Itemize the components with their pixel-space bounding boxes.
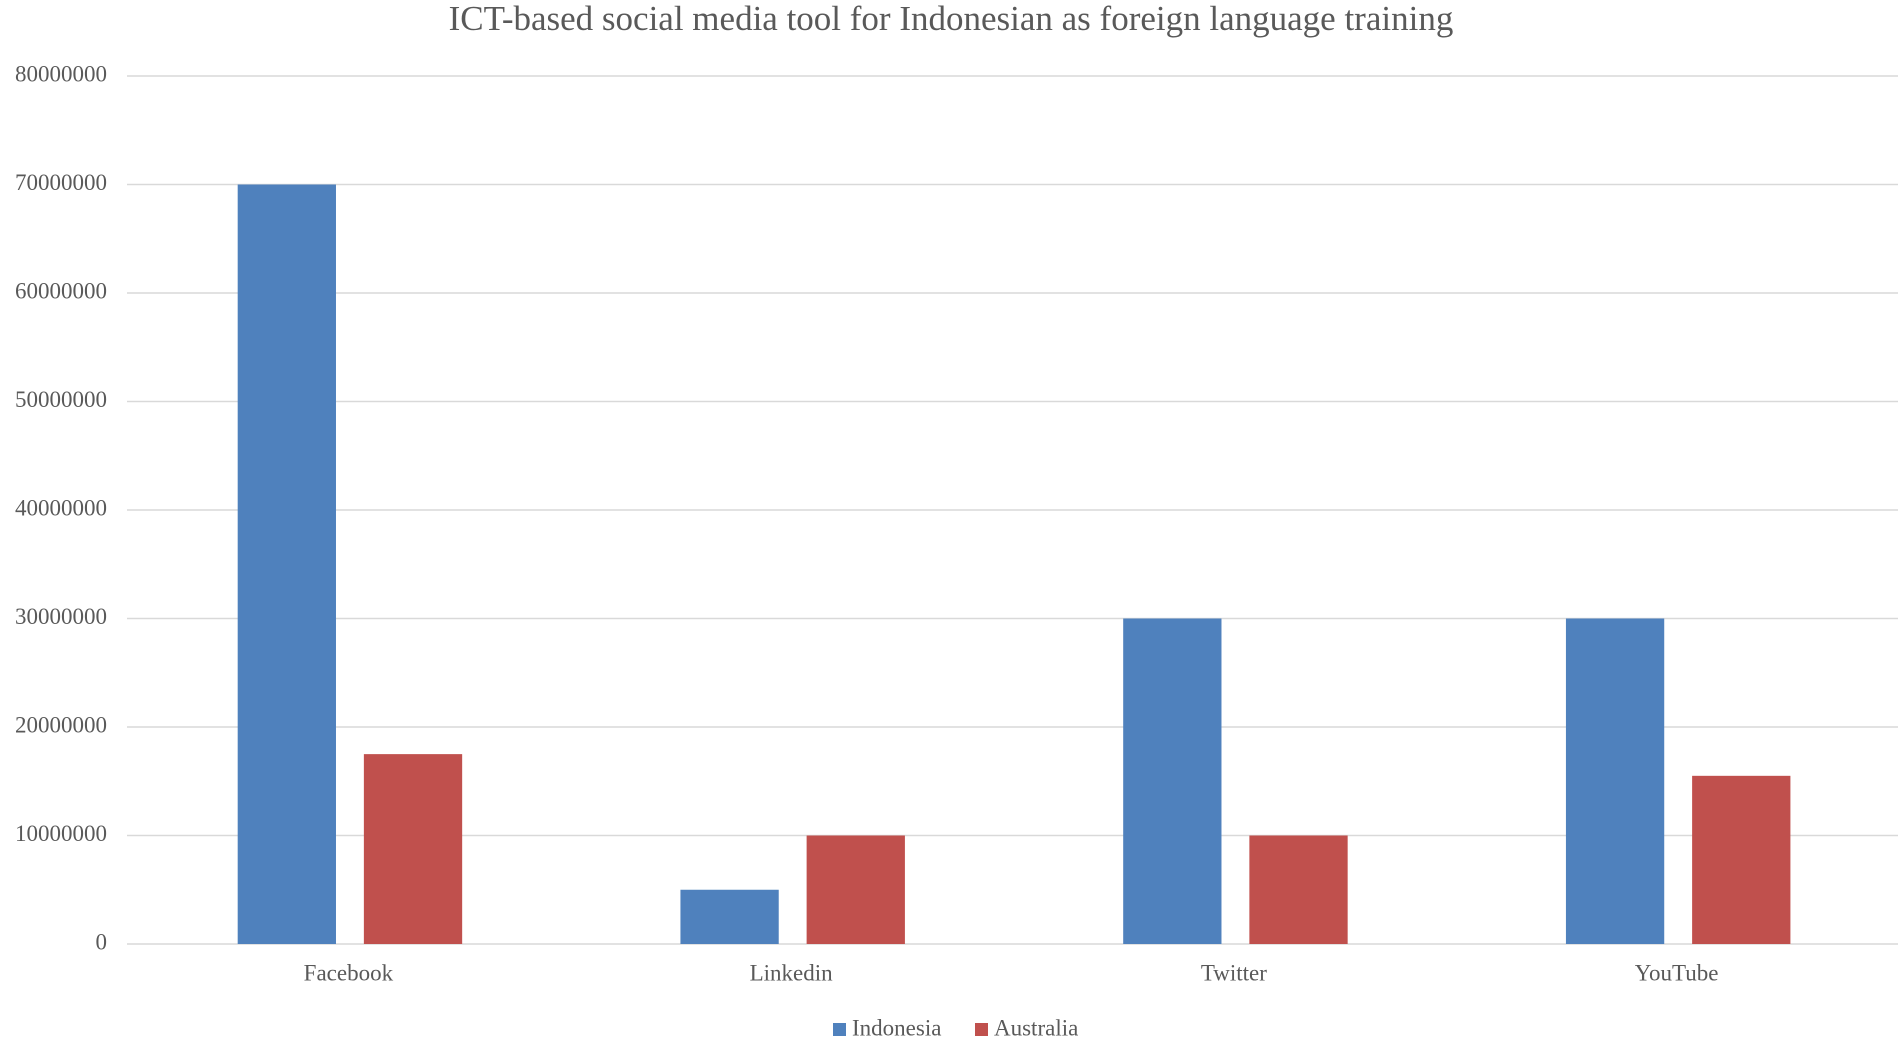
bar — [1692, 775, 1791, 944]
chart-title: ICT-based social media tool for Indonesi… — [449, 0, 1454, 38]
bar — [680, 889, 779, 944]
legend-label: Indonesia — [852, 1015, 941, 1040]
legend-swatch — [975, 1023, 988, 1036]
y-tick-label: 40000000 — [15, 495, 107, 520]
legend-swatch — [833, 1023, 846, 1036]
bar — [1249, 835, 1348, 944]
bar — [1123, 618, 1222, 944]
y-tick-label: 30000000 — [15, 604, 107, 629]
x-tick-label: Linkedin — [750, 960, 834, 985]
bar — [806, 835, 905, 944]
y-tick-label: 50000000 — [15, 387, 107, 412]
x-tick-label: Twitter — [1201, 960, 1267, 985]
x-tick-label: Facebook — [304, 960, 394, 985]
bar — [1565, 618, 1665, 944]
legend-label: Australia — [994, 1015, 1078, 1040]
y-tick-label: 80000000 — [15, 61, 107, 86]
y-tick-label: 10000000 — [15, 821, 107, 846]
y-tick-label: 20000000 — [15, 712, 107, 737]
y-tick-label: 70000000 — [15, 170, 107, 195]
y-tick-label: 0 — [96, 929, 108, 954]
bar — [237, 184, 336, 944]
bar — [363, 754, 463, 944]
y-tick-label: 60000000 — [15, 278, 107, 303]
x-tick-label: YouTube — [1635, 960, 1719, 985]
